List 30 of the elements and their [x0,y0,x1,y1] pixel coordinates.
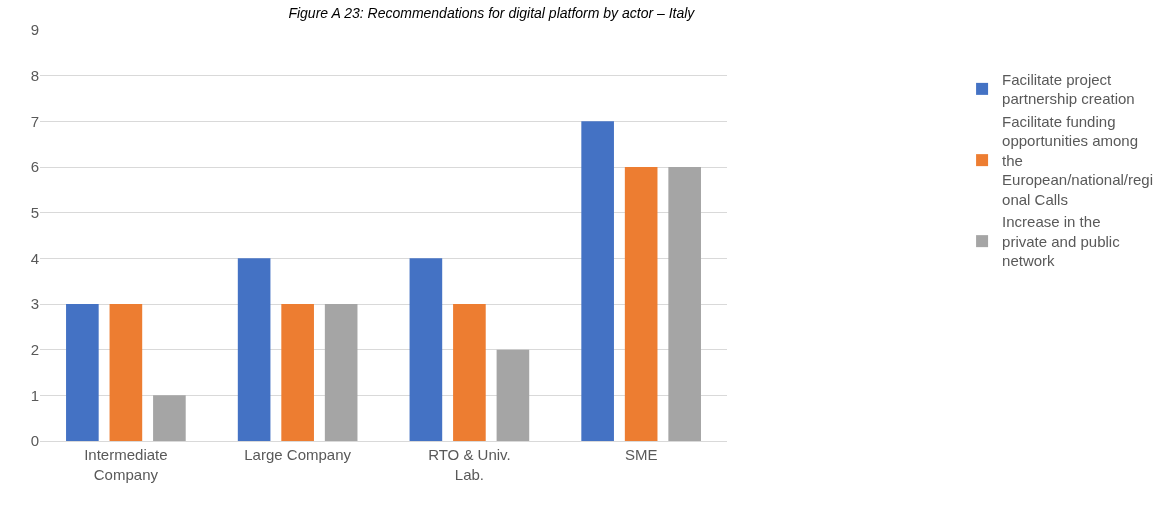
x-tick-label: Intermediate Company [84,446,168,483]
y-tick-label: 2 [30,340,39,358]
x-tick-label: Large Company [244,446,352,463]
bar [453,304,486,441]
bar [624,167,658,441]
bar [237,258,271,441]
y-tick-label: 0 [30,432,39,450]
bar [496,349,530,441]
legend-label: Facilitate project partnership creation [1002,70,1135,108]
bar [281,304,314,441]
bar [324,304,358,441]
legend-label: Facilitate funding opportunities among the European/national/regional Calls [1002,112,1154,208]
x-tick-label: SME [624,446,658,463]
y-tick-label: 7 [30,112,39,130]
bar [668,167,701,441]
y-tick-label: 4 [30,249,39,267]
bar [409,258,443,441]
bar [581,121,614,441]
y-tick-label: 3 [30,295,39,313]
x-tick-label: RTO & Univ. Lab. [428,446,511,483]
legend-label: Increase in the private and public network [1002,213,1121,270]
bar [109,304,143,441]
bar [153,395,186,441]
y-tick-label: 8 [30,66,39,84]
bar [66,304,99,441]
y-tick-label: 5 [30,203,39,221]
y-tick-label: 6 [30,158,39,176]
y-tick-label: 9 [30,21,39,39]
y-tick-label: 1 [30,386,39,404]
chart-title: Figure A 23: Recommendations for digital platform by actor – Italy [288,4,696,21]
